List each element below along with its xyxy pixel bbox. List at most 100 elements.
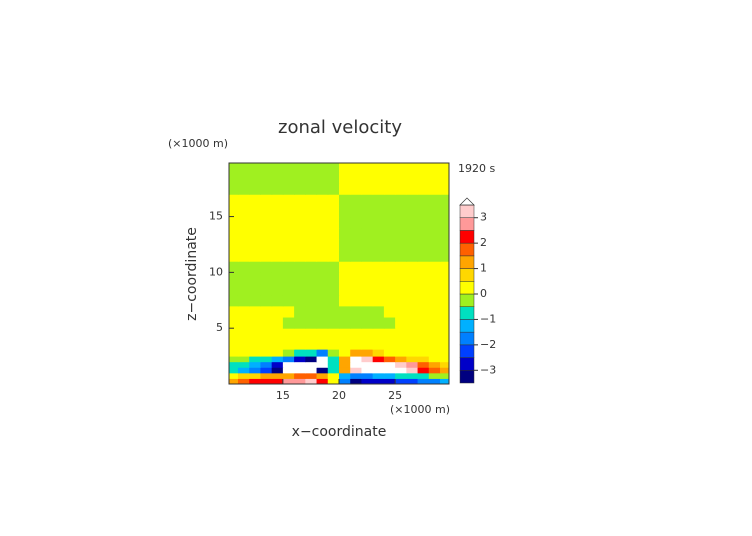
cell (383, 339, 396, 350)
cell (237, 261, 250, 273)
cell (282, 205, 295, 218)
cell (440, 361, 450, 368)
cell (417, 339, 430, 350)
cell (339, 238, 351, 251)
cell (305, 328, 318, 340)
cell (406, 238, 419, 251)
cell (428, 356, 441, 363)
cell (395, 163, 407, 173)
cell (316, 272, 329, 285)
cell (372, 227, 385, 240)
cell (361, 283, 374, 296)
cell (282, 372, 295, 379)
cell (350, 183, 362, 195)
cell (282, 250, 295, 262)
cell (237, 372, 250, 379)
colorbar-tick-label: −2 (480, 338, 496, 351)
cell (383, 238, 396, 251)
cell (305, 227, 318, 240)
cell (350, 194, 362, 206)
cell (316, 194, 329, 206)
cell (406, 317, 419, 329)
field (229, 163, 450, 385)
cell (406, 305, 419, 318)
time-label: 1920 s (458, 162, 495, 175)
cell (305, 294, 318, 307)
cell (395, 361, 407, 368)
cell (428, 361, 441, 368)
cell (440, 163, 450, 173)
cell (417, 367, 430, 374)
cell (305, 171, 318, 184)
colorbar-tick-label: 0 (480, 287, 487, 300)
cell (350, 361, 362, 368)
cell (383, 227, 396, 240)
cell (237, 163, 250, 173)
cell (237, 283, 250, 296)
cell (327, 250, 340, 262)
cell (327, 272, 340, 285)
cell (327, 372, 340, 379)
cell (294, 163, 306, 173)
cell (350, 163, 362, 173)
cell (237, 238, 250, 251)
cell (372, 356, 385, 363)
cell (294, 317, 306, 329)
cell (305, 356, 318, 363)
cell (383, 183, 396, 195)
cell (282, 283, 295, 296)
cell (372, 339, 385, 350)
cell (406, 378, 419, 385)
cell (327, 305, 340, 318)
cell (395, 378, 407, 385)
cell (395, 339, 407, 350)
cell (294, 361, 306, 368)
cell (417, 372, 430, 379)
cell (383, 349, 396, 357)
cell (395, 356, 407, 363)
x-tick-label: 20 (332, 389, 346, 402)
cell (249, 261, 261, 273)
cell (417, 361, 430, 368)
cell (271, 250, 284, 262)
cell (249, 361, 261, 368)
cell (339, 250, 351, 262)
cell (440, 205, 450, 218)
cell (316, 349, 329, 357)
cell (417, 238, 430, 251)
cell (327, 238, 340, 251)
cell (271, 205, 284, 218)
cell (372, 205, 385, 218)
cell (417, 227, 430, 240)
cell (406, 294, 419, 307)
cell (417, 317, 430, 329)
cell (417, 305, 430, 318)
cell (361, 272, 374, 285)
cell (361, 361, 374, 368)
cell (428, 183, 441, 195)
cell (305, 349, 318, 357)
cell (249, 171, 261, 184)
cell (350, 272, 362, 285)
colorbar-tick-label: 1 (480, 262, 487, 275)
cell (260, 294, 273, 307)
cell (229, 272, 239, 285)
cell (316, 372, 329, 379)
cell (249, 372, 261, 379)
cell (305, 272, 318, 285)
cell (406, 183, 419, 195)
cell (316, 205, 329, 218)
cell (406, 216, 419, 229)
cell (271, 272, 284, 285)
cell (339, 163, 351, 173)
cell (237, 367, 250, 374)
cell (249, 183, 261, 195)
cell (339, 283, 351, 296)
colorbar-tick-label: −3 (480, 363, 496, 376)
cell (249, 317, 261, 329)
cell (417, 328, 430, 340)
cell (237, 361, 250, 368)
cell (440, 367, 450, 374)
cell (372, 171, 385, 184)
